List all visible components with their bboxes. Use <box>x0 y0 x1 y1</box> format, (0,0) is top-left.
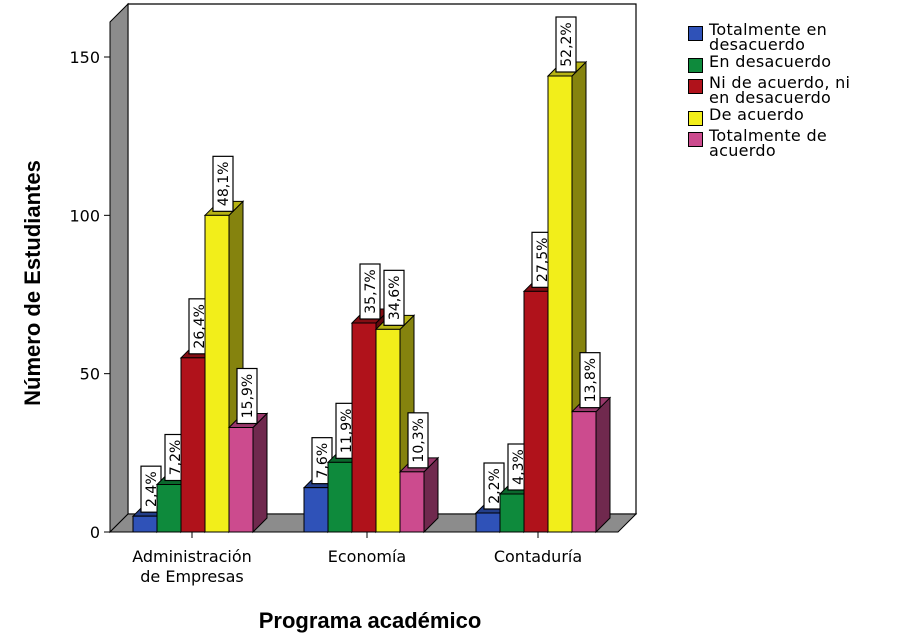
bar <box>398 456 440 534</box>
data-label-box <box>212 155 234 212</box>
data-label-text: 2,2% <box>487 468 503 504</box>
legend-label: Totalmente en desacuerdo <box>709 20 828 54</box>
data-label: 2,2% <box>483 462 505 510</box>
data-label-text: 48,1% <box>216 162 232 206</box>
x-tick-label: Contaduría <box>494 547 582 566</box>
legend-label: En desacuerdo <box>709 52 832 71</box>
bar <box>227 412 269 534</box>
data-label: 15,9% <box>236 367 258 425</box>
bar-front <box>204 214 230 533</box>
bar-front <box>228 427 254 533</box>
legend-swatch <box>688 132 703 147</box>
bar-front <box>156 484 182 533</box>
x-tick-label-line: Contaduría <box>494 547 582 566</box>
legend-label: Ni de acuerdo, ni en desacuerdo <box>709 73 851 107</box>
data-label-box <box>407 412 429 469</box>
data-label: 35,7% <box>359 263 381 320</box>
data-label: 48,1% <box>212 155 234 212</box>
data-label: 34,6% <box>383 269 405 326</box>
data-label-text: 2,4% <box>144 471 160 507</box>
x-tick-label-line: Administración <box>132 547 252 566</box>
data-label-text: 27,5% <box>535 238 551 282</box>
bar-front <box>327 461 353 533</box>
bar-front <box>375 328 401 533</box>
data-label-text: 52,2% <box>559 22 575 66</box>
legend-label: Totalmente de acuerdo <box>709 126 828 160</box>
data-label-box <box>579 352 601 409</box>
data-label-text: 35,7% <box>363 269 379 313</box>
data-label-text: 4,3% <box>511 449 527 485</box>
bar-front <box>132 515 158 533</box>
data-label-text: 10,3% <box>411 418 427 462</box>
data-label: 26,4% <box>188 298 210 355</box>
data-label-text: 13,8% <box>583 358 599 402</box>
legend-swatch <box>688 58 703 73</box>
legend-swatch <box>688 26 703 41</box>
data-label: 4,3% <box>507 443 529 491</box>
y-tick-label: 50 <box>80 365 100 384</box>
bar-front <box>571 411 597 533</box>
bar-front <box>475 512 501 533</box>
data-label-text: 7,2% <box>168 440 184 476</box>
legend-swatch <box>688 79 703 94</box>
side-wall <box>109 2 129 534</box>
y-axis: 0 50 100 150 <box>69 22 111 542</box>
y-tick-label: 0 <box>90 523 100 542</box>
bar-front <box>351 322 377 533</box>
data-label-text: 11,9% <box>339 409 355 453</box>
data-label: 27,5% <box>531 231 553 288</box>
y-tick-label: 150 <box>69 48 100 67</box>
data-label-box <box>359 263 381 320</box>
data-label-text: 34,6% <box>387 276 403 320</box>
y-axis-label: Número de Estudiantes <box>20 160 45 406</box>
legend-item: Totalmente de acuerdo <box>688 126 900 160</box>
data-label: 10,3% <box>407 412 429 469</box>
data-label: 13,8% <box>579 352 601 409</box>
bar-front <box>399 471 425 533</box>
legend-item: Totalmente en desacuerdo <box>688 20 900 54</box>
bar-front <box>547 75 573 533</box>
data-label-text: 26,4% <box>192 304 208 348</box>
bar-front <box>180 357 206 533</box>
x-tick-label-line: de Empresas <box>140 567 243 586</box>
chart-legend: Totalmente en desacuerdo En desacuerdo Ni … <box>688 22 900 160</box>
data-label-text: 7,6% <box>315 443 331 479</box>
legend-item: De acuerdo <box>688 107 900 126</box>
data-label-box <box>236 367 258 425</box>
data-label-box <box>383 269 405 326</box>
x-axis: Administración de Empresas Economía Contadu… <box>110 531 618 586</box>
data-label: 7,2% <box>164 433 186 482</box>
data-label: 7,6% <box>311 437 333 485</box>
x-tick-label: Economía <box>328 547 406 566</box>
x-axis-label: Programa académico <box>259 608 482 633</box>
data-label-text: 15,9% <box>240 374 256 418</box>
bars-group: 2,4% 7,2% 26,4% 48,1% 15,9% 7,6% 11,9% 35,7% 34,… <box>131 16 612 534</box>
bar <box>570 396 612 534</box>
x-tick-label: Administración de Empresas <box>132 547 252 586</box>
legend-swatch <box>688 111 703 126</box>
legend-item: En desacuerdo <box>688 54 900 73</box>
bar-front <box>303 487 329 533</box>
data-label: 52,2% <box>555 16 577 73</box>
legend-label: De acuerdo <box>709 105 805 124</box>
data-label-box <box>483 462 505 510</box>
legend-item: Ni de acuerdo, ni en desacuerdo <box>688 73 900 107</box>
bar-side <box>252 412 268 534</box>
y-tick-label: 100 <box>69 206 100 225</box>
x-tick-label-line: Economía <box>328 547 406 566</box>
bar-side <box>595 396 611 534</box>
bar <box>546 60 588 534</box>
bar-front <box>499 493 525 533</box>
bar-front <box>523 290 549 533</box>
data-label-box <box>555 16 577 73</box>
data-label: 2,4% <box>140 465 162 513</box>
